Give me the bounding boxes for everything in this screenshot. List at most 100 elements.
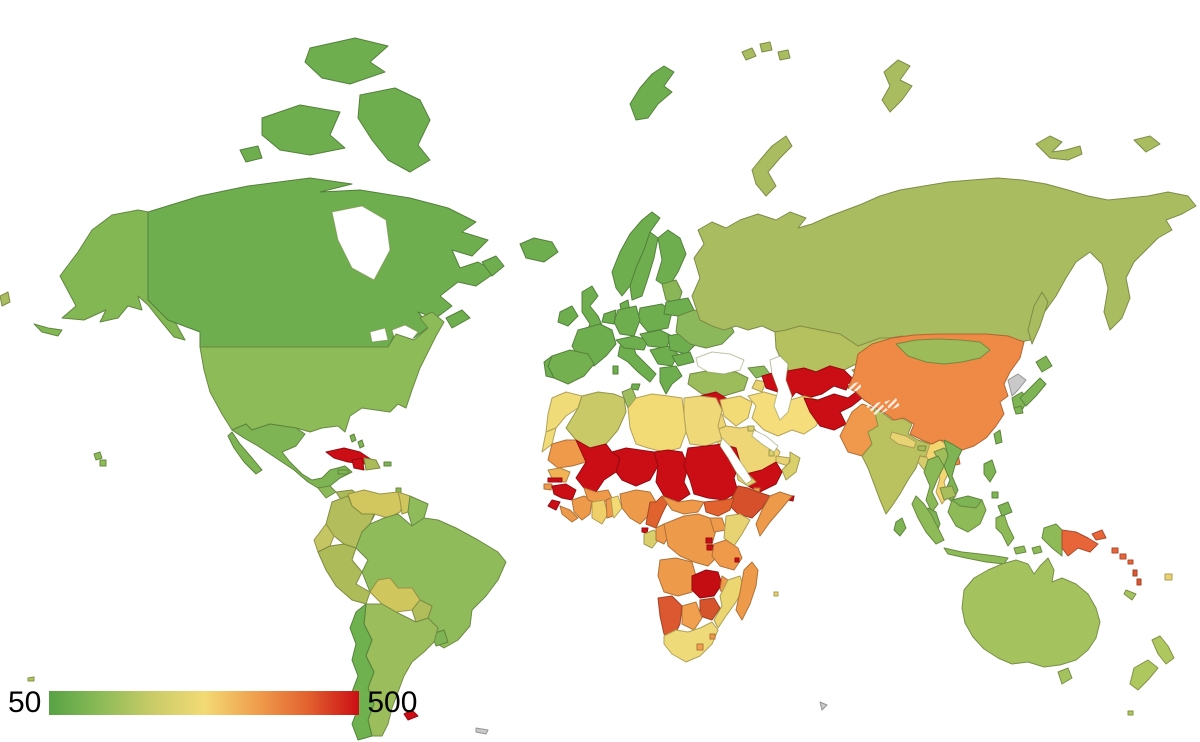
country-cameroon bbox=[645, 495, 669, 529]
country-spain bbox=[547, 349, 595, 385]
country-south-georgia bbox=[475, 727, 489, 735]
country-sri-lanka bbox=[893, 517, 907, 537]
country-angola bbox=[657, 557, 697, 597]
country-botswana bbox=[681, 601, 703, 631]
country-germany bbox=[613, 305, 641, 337]
country-philippines-luzon bbox=[983, 459, 997, 483]
country-guinea-bissau bbox=[543, 483, 553, 491]
country-canada-banks-victoria bbox=[261, 104, 346, 156]
country-mali bbox=[575, 439, 621, 493]
country-sierra-leone bbox=[547, 499, 561, 511]
country-chad bbox=[653, 449, 691, 503]
country-switzerland-austria bbox=[615, 335, 649, 351]
country-indonesia-java bbox=[943, 547, 1009, 565]
country-egypt bbox=[683, 395, 723, 447]
country-mexico-baja bbox=[227, 431, 263, 475]
country-indonesia-borneo bbox=[947, 499, 987, 533]
country-russia-wrap-speck bbox=[0, 291, 11, 307]
country-canada-island-sw bbox=[239, 145, 263, 163]
country-china bbox=[847, 333, 1025, 451]
country-canada-nova-scotia bbox=[445, 309, 471, 329]
country-iraq bbox=[719, 395, 753, 427]
country-indonesia-lesser-sunda bbox=[1013, 545, 1043, 555]
country-russia-severnaya-zemlya bbox=[881, 59, 913, 113]
country-thailand bbox=[923, 455, 945, 513]
country-peru bbox=[317, 543, 371, 605]
legend-gradient-bar bbox=[49, 691, 360, 715]
country-russia-novaya-zemlya bbox=[751, 135, 793, 197]
hudson-bay bbox=[331, 205, 391, 281]
country-mauritius bbox=[773, 591, 779, 597]
country-paraguay bbox=[411, 599, 433, 623]
country-chatham bbox=[27, 676, 1134, 716]
country-fiji bbox=[1164, 573, 1173, 581]
country-puerto-rico bbox=[383, 461, 392, 467]
country-guinea bbox=[551, 483, 577, 501]
country-benin bbox=[610, 495, 623, 519]
country-lesotho bbox=[696, 643, 704, 651]
country-ghana bbox=[591, 499, 609, 525]
country-turkey bbox=[687, 369, 749, 397]
legend-max-label: 500 bbox=[367, 686, 418, 719]
country-comoros bbox=[734, 557, 740, 563]
country-madagascar bbox=[735, 561, 759, 621]
country-vanuatu bbox=[1132, 569, 1142, 586]
country-philippines-mindanao bbox=[997, 501, 1013, 517]
color-scale-legend: 50 500 bbox=[8, 688, 417, 718]
country-hawaii bbox=[93, 451, 107, 467]
country-cote-divoire bbox=[571, 495, 593, 521]
country-russia-franz-josef bbox=[741, 41, 791, 61]
great-lakes-west bbox=[369, 327, 389, 343]
country-baltics bbox=[661, 279, 683, 305]
country-gambia bbox=[547, 477, 563, 483]
country-new-zealand-north bbox=[1151, 635, 1175, 665]
legend-min-label: 50 bbox=[8, 686, 42, 719]
country-yemen bbox=[745, 461, 783, 493]
country-swaziland bbox=[709, 633, 716, 640]
country-south-sudan bbox=[703, 497, 735, 517]
country-nepal bbox=[889, 431, 917, 449]
disputed-central-asia-hatch bbox=[848, 382, 862, 392]
country-canada-newfoundland bbox=[481, 255, 505, 277]
country-north-korea bbox=[1007, 373, 1027, 397]
country-italy-sicily bbox=[630, 383, 641, 391]
country-libya bbox=[627, 393, 687, 453]
country-new-zealand-south bbox=[1129, 659, 1159, 691]
country-indonesia-sumatra bbox=[911, 495, 945, 545]
country-afghanistan bbox=[803, 391, 863, 431]
country-alaska bbox=[59, 209, 186, 341]
country-india bbox=[861, 407, 939, 515]
country-japan-hokkaido bbox=[1035, 355, 1053, 373]
country-kerguelen bbox=[819, 701, 828, 711]
country-central-african-republic bbox=[661, 495, 705, 515]
country-mexico bbox=[231, 423, 353, 489]
persian-gulf bbox=[751, 429, 779, 453]
country-solomon-islands bbox=[1111, 547, 1134, 565]
country-kuwait bbox=[747, 425, 755, 432]
country-australia bbox=[961, 557, 1101, 668]
country-sweden bbox=[629, 231, 659, 301]
country-png-new-britain bbox=[1091, 529, 1107, 541]
country-kenya bbox=[723, 513, 751, 547]
country-indonesia-west-papua bbox=[1041, 523, 1063, 557]
country-russia-new-siberian bbox=[1035, 135, 1083, 161]
black-sea bbox=[695, 351, 745, 375]
country-bhutan bbox=[917, 445, 927, 452]
country-niger bbox=[611, 447, 659, 487]
country-finland bbox=[655, 229, 687, 289]
country-alaska-aleutians bbox=[33, 323, 63, 337]
country-philippines-visayas bbox=[991, 491, 999, 499]
country-russia bbox=[691, 177, 1197, 347]
country-canada-baffin bbox=[357, 87, 431, 173]
disputed-aksai-chin-hatch bbox=[884, 398, 900, 410]
country-benelux bbox=[601, 309, 617, 325]
country-papua-new-guinea bbox=[1061, 529, 1099, 557]
country-russia-sakhalin bbox=[1027, 291, 1049, 345]
country-falkland-islands bbox=[403, 709, 419, 721]
country-guatemala bbox=[317, 485, 337, 499]
country-chile bbox=[349, 603, 375, 741]
country-guyana bbox=[397, 491, 411, 515]
country-haiti bbox=[351, 457, 365, 471]
